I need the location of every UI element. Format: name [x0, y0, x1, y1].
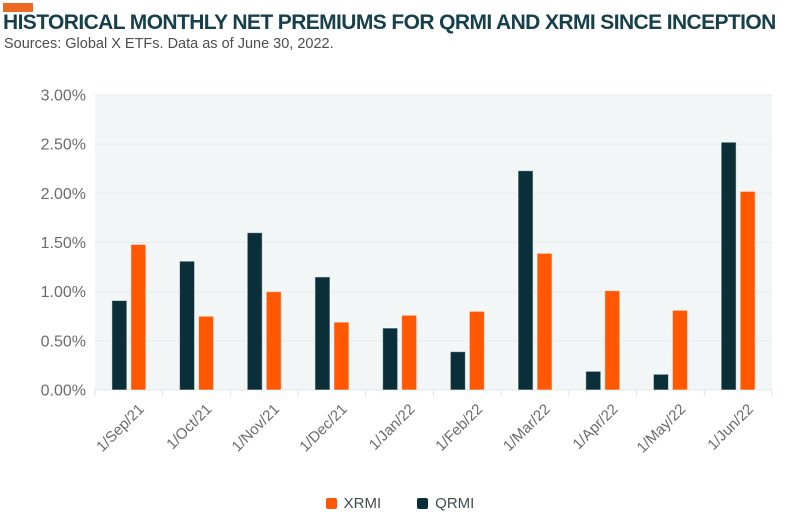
y-axis-label: 0.50%: [41, 333, 86, 350]
bar-qrmi-1-dec-21: [314, 276, 331, 391]
bar-qrmi-1-nov-21: [246, 232, 263, 391]
legend-label-xrmi: XRMI: [343, 495, 382, 512]
bar-xrmi-1-may-22: [671, 309, 688, 391]
bar-xrmi-1-feb-22: [468, 310, 485, 391]
bar-qrmi-1-may-22: [652, 373, 669, 391]
legend-item-qrmi[interactable]: QRMI: [417, 495, 474, 512]
bar-qrmi-1-apr-22: [585, 370, 602, 391]
chart-legend: XRMI QRMI: [0, 495, 800, 512]
bar-qrmi-1-feb-22: [449, 351, 466, 391]
y-axis-label: 2.00%: [41, 186, 86, 203]
y-axis-label: 2.50%: [41, 137, 86, 154]
bar-qrmi-1-jan-22: [382, 327, 399, 391]
x-axis-label: 1/Jan/22: [366, 401, 419, 454]
x-axis-label: 1/Dec/21: [296, 401, 350, 455]
bar-xrmi-1-mar-22: [536, 252, 553, 391]
bar-qrmi-1-sep-21: [111, 300, 128, 391]
bar-qrmi-1-mar-22: [517, 170, 534, 391]
bar-qrmi-1-jun-22: [720, 141, 737, 391]
x-axis-label: 1/May/22: [634, 401, 690, 457]
bar-chart: 0.00% 0.50% 1.00% 1.50% 2.00% 2.50% 3.00% 1/Sep…: [41, 88, 773, 457]
legend-swatch-xrmi: [325, 498, 337, 509]
y-axis-label: 0.00%: [41, 383, 86, 400]
x-axis-label: 1/Nov/21: [229, 401, 283, 455]
y-axis-label: 1.50%: [41, 235, 86, 252]
legend-label-qrmi: QRMI: [435, 495, 475, 512]
x-axis-label: 1/Apr/22: [569, 401, 621, 453]
bar-xrmi-1-dec-21: [333, 321, 350, 391]
bar-qrmi-1-oct-21: [179, 260, 196, 391]
page-subtitle: Sources: Global X ETFs. Data as of June …: [4, 36, 334, 52]
bar-xrmi-1-sep-21: [130, 243, 147, 391]
bar-xrmi-1-jan-22: [401, 314, 418, 391]
y-axis-label: 1.00%: [41, 284, 86, 301]
bar-xrmi-1-nov-21: [265, 291, 282, 391]
legend-swatch-qrmi: [417, 498, 429, 509]
x-axis-label: 1/Oct/21: [163, 401, 215, 453]
x-axis-label: 1/Sep/21: [93, 401, 147, 455]
bar-xrmi-1-jun-22: [739, 190, 756, 391]
accent-bar: [3, 3, 33, 12]
page-title: HISTORICAL MONTHLY NET PREMIUMS FOR QRMI…: [3, 11, 776, 34]
bar-xrmi-1-apr-22: [604, 290, 621, 391]
y-axis-label: 3.00%: [41, 88, 86, 105]
x-axis-label: 1/Mar/22: [500, 401, 554, 455]
bar-xrmi-1-oct-21: [198, 315, 215, 391]
x-axis-label: 1/Jun/22: [704, 401, 757, 454]
legend-item-xrmi[interactable]: XRMI: [325, 495, 382, 512]
x-axis-label: 1/Feb/22: [432, 401, 486, 455]
